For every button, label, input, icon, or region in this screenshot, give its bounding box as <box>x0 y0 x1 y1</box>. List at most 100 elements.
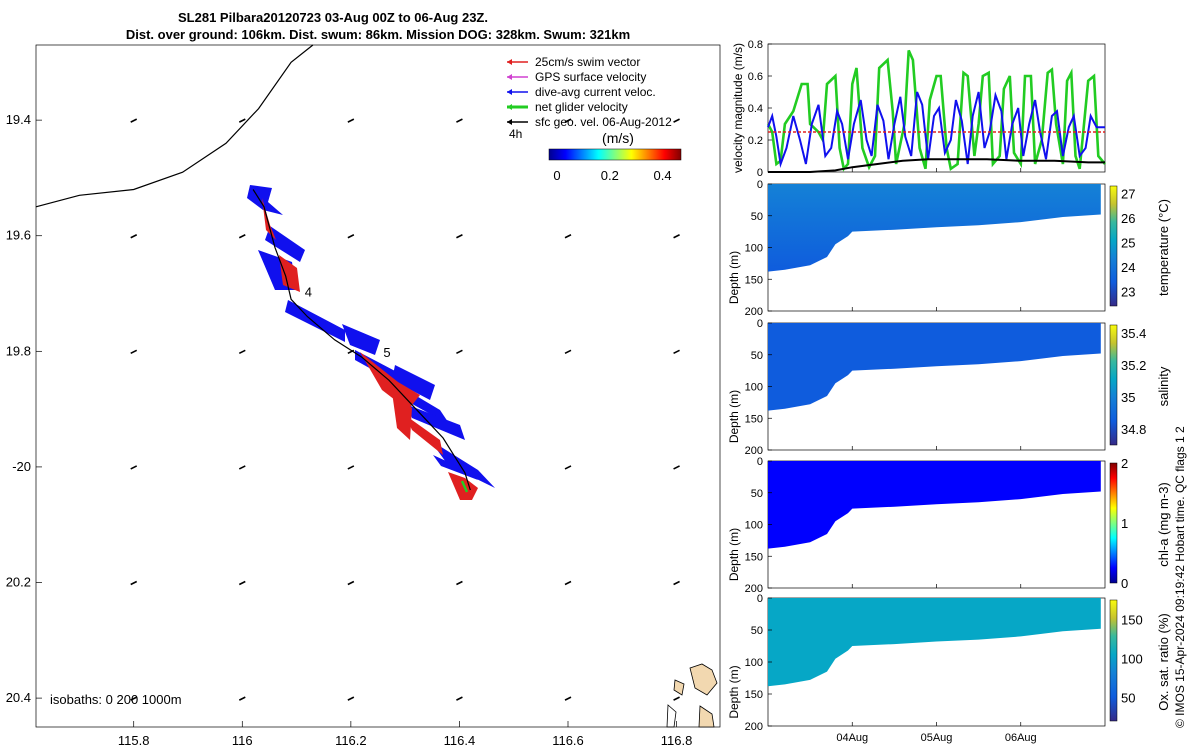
map-ytick-label: -20 <box>12 459 31 474</box>
profile-variable-label: temperature (°C) <box>1156 199 1171 296</box>
profile-ytick-label: 200 <box>745 445 763 457</box>
legend-label: 25cm/s swim vector <box>535 55 640 69</box>
profile-ytick-label: 150 <box>745 413 763 425</box>
map-axis-ticks: 115.8 116 116.2 116.4 116.6 116.8 19.4 19.6 19.8… <box>6 112 693 748</box>
profile-ytick-label: 200 <box>745 306 763 318</box>
profile-variable-label: Ox. sat. ratio (%) <box>1156 613 1171 711</box>
map-ytick-label: 20.2 <box>6 575 31 590</box>
sfc-velocity-arrow <box>456 580 463 586</box>
velocity-ytick-label: 0.6 <box>748 71 763 83</box>
sfc-velocity-arrow <box>347 696 355 701</box>
profile-colorbar-tick: 27 <box>1121 186 1135 201</box>
sfc-velocity-arrow <box>456 234 463 239</box>
sfc-velocity-arrow <box>673 118 680 123</box>
time-axis: 04Aug 05Aug 06Aug <box>836 732 1036 744</box>
sfc-velocity-arrow <box>564 118 572 123</box>
sfc-velocity-arrow <box>238 465 246 470</box>
coastline <box>35 44 314 208</box>
profile-variable-label: salinity <box>1156 366 1171 406</box>
profile-colorbar-tick: 34.8 <box>1121 422 1146 437</box>
glider-track <box>252 189 471 491</box>
profile-ytick-label: 100 <box>745 520 763 532</box>
sfc-velocity-arrow <box>673 234 680 239</box>
profile-ytick-label: 0 <box>757 179 763 191</box>
profile-colorbar-tick: 0 <box>1121 576 1128 591</box>
net-velocity-marker <box>460 480 469 493</box>
sfc-velocity-arrow <box>673 349 680 355</box>
profile-variable-label: chl-a (mg m-3) <box>1156 482 1171 567</box>
profile-ytick-label: 50 <box>751 488 763 500</box>
profile-ytick-label: 0 <box>757 318 763 330</box>
map-xtick-label: 116.2 <box>335 733 367 748</box>
sfc-velocity-arrow <box>347 465 355 470</box>
profile-ytick-label: 0 <box>757 593 763 605</box>
map-xtick-label: 116.6 <box>552 733 584 748</box>
isobaths-label: isobaths: 0 200 1000m <box>50 692 182 707</box>
legend-label: sfc geo. vel. 06-Aug-2012 <box>535 115 672 129</box>
profile-colorbar-tick: 25 <box>1121 235 1135 250</box>
profile-ytick-label: 150 <box>745 689 763 701</box>
island-outline <box>666 663 718 728</box>
day-marker-label: 5 <box>383 345 390 360</box>
profile-ytick-label: 50 <box>751 211 763 223</box>
day-marker-label: 4 <box>305 284 312 299</box>
profile-data-fill <box>768 598 1101 687</box>
sfc-velocity-arrow <box>564 465 572 470</box>
sfc-velocity-arrow <box>347 580 355 586</box>
time-tick-label: 04Aug <box>836 732 868 744</box>
profile-colorbar <box>1109 324 1118 446</box>
sfc-velocity-arrow <box>673 580 680 586</box>
legend-arrowhead <box>507 74 512 80</box>
sfc-velocity-arrow <box>456 696 463 701</box>
legend-label: GPS surface velocity <box>535 70 646 84</box>
velocity-series-line <box>767 91 1105 168</box>
profile-colorbar-tick: 24 <box>1121 260 1135 275</box>
profile-panel: 0 50 100 150 200 Depth (m) 23 24 25 26 27 temperatu… <box>727 179 1171 318</box>
legend-arrowhead <box>507 119 512 125</box>
time-tick-label: 05Aug <box>921 732 953 744</box>
colorbar-label: (m/s) <box>602 130 634 146</box>
sfc-velocity-arrow <box>564 580 572 586</box>
profile-ytick-label: 200 <box>745 721 763 733</box>
sfc-velocity-arrow <box>130 696 138 701</box>
legend-label: dive-avg current veloc. <box>535 85 656 99</box>
profile-colorbar-tick: 2 <box>1121 456 1128 471</box>
sfc-velocity-arrow <box>564 696 572 701</box>
profile-ylabel: Depth (m) <box>727 251 741 304</box>
map-ytick-label: 20.4 <box>6 690 31 705</box>
header-line-2: Dist. over ground: 106km. Dist. swum: 86… <box>126 27 630 42</box>
sfc-velocity-arrow <box>238 118 246 123</box>
track-map: 115.8 116 116.2 116.4 116.6 116.8 19.4 19.6 19.8… <box>6 44 721 748</box>
sfc-velocity-arrow <box>456 118 463 123</box>
colorbar-tick-label: 0.2 <box>601 168 619 183</box>
colorbar-tick-label: 0 <box>553 168 560 183</box>
profile-colorbar <box>1109 462 1118 584</box>
sfc-velocity-arrow <box>673 465 680 470</box>
sfc-velocity-arrow <box>238 234 246 239</box>
profile-colorbar-tick: 50 <box>1121 691 1135 706</box>
velocity-ylabel: velocity magnitude (m/s) <box>731 43 745 173</box>
profile-panel: 0 50 100 150 200 Depth (m) 50 100 150 Ox. sat. ra… <box>727 593 1171 733</box>
time-tick-label: 06Aug <box>1005 732 1037 744</box>
header-line-1: SL281 Pilbara20120723 03-Aug 00Z to 06-A… <box>178 10 488 25</box>
profile-colorbar-tick: 1 <box>1121 516 1128 531</box>
velocity-series-line <box>768 158 1105 173</box>
sfc-velocity-arrow <box>130 465 138 470</box>
profile-colorbar-tick: 23 <box>1121 284 1135 299</box>
speed-colorbar-ticks: 0 0.2 0.4 <box>553 168 671 183</box>
profile-colorbar-tick: 150 <box>1121 613 1143 628</box>
profile-ytick-label: 0 <box>757 456 763 468</box>
profile-ytick-label: 50 <box>751 350 763 362</box>
sfc-velocity-arrow <box>456 349 463 355</box>
sfc-velocity-arrow <box>673 696 680 701</box>
sfc-velocity-arrow <box>130 118 138 123</box>
map-ytick-label: 19.4 <box>6 112 31 127</box>
sfc-velocity-arrow <box>238 696 246 701</box>
profile-ytick-label: 100 <box>745 657 763 669</box>
colorbar-tick-label: 0.4 <box>654 168 672 183</box>
map-xtick-label: 116.8 <box>661 733 693 748</box>
profile-colorbar-tick: 26 <box>1121 211 1135 226</box>
